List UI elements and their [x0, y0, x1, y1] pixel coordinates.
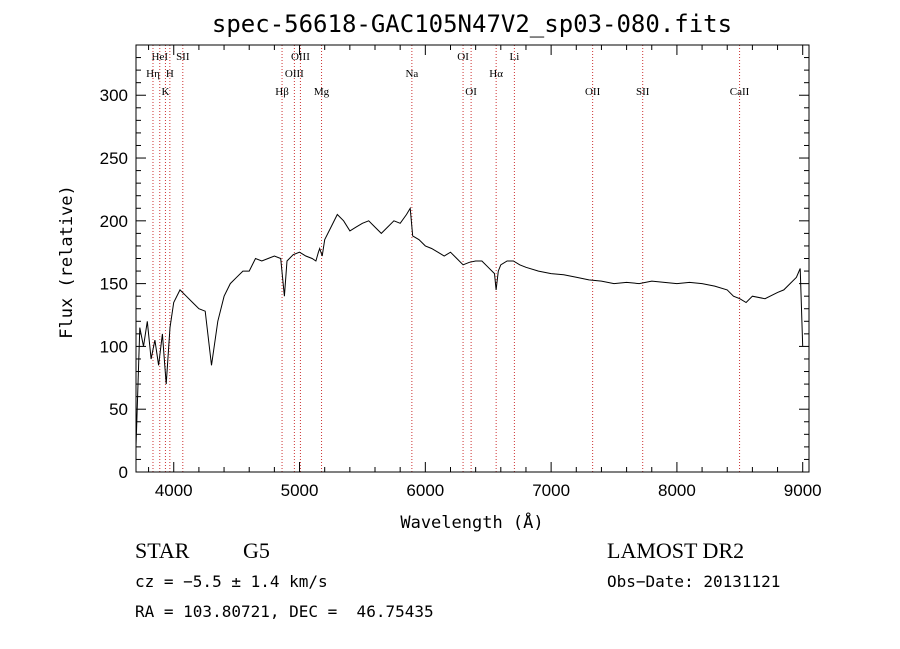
line-label-5: OIII	[291, 51, 310, 63]
y-tick-label: 150	[100, 275, 128, 294]
line-label-14: OII	[585, 86, 601, 98]
plot-frame	[135, 44, 810, 473]
line-label-16: CaII	[730, 86, 750, 98]
line-label-15: SII	[636, 86, 650, 98]
line-label-2: SII	[176, 51, 190, 63]
y-tick-label: 0	[119, 463, 128, 482]
line-label-8: Mg	[314, 86, 330, 98]
object-type: STAR	[135, 538, 190, 563]
x-tick-label: 4000	[155, 481, 193, 500]
x-tick-label: 6000	[406, 481, 444, 500]
y-tick-label: 100	[100, 337, 128, 356]
x-tick-label: 5000	[281, 481, 319, 500]
line-label-7: Hβ	[275, 86, 289, 98]
y-tick-label: 200	[100, 212, 128, 231]
line-label-6: OIII	[285, 68, 304, 80]
y-tick-label: 50	[109, 400, 128, 419]
observation-date: Obs−Date: 20131121	[607, 572, 781, 591]
ra-dec-coordinates: RA = 103.80721, DEC = 46.75435	[135, 602, 434, 621]
redshift-cz: cz = −5.5 ± 1.4 km/s	[135, 572, 328, 591]
y-axis-label: Flux (relative)	[57, 185, 77, 339]
x-tick-label: 8000	[658, 481, 696, 500]
y-tick-label: 250	[100, 149, 128, 168]
line-label-4: K	[161, 86, 169, 98]
y-tick-label: 300	[100, 86, 128, 105]
line-label-3: H	[166, 68, 174, 80]
line-label-0: HeI	[152, 51, 169, 63]
line-label-13: OI	[465, 86, 477, 98]
x-axis-label: Wavelength (Å)	[400, 511, 543, 533]
line-label-11: Na	[405, 68, 418, 80]
x-tick-label: 7000	[532, 481, 570, 500]
survey-label: LAMOST DR2	[607, 538, 745, 563]
x-tick-label: 9000	[784, 481, 822, 500]
line-label-10: Li	[509, 51, 519, 63]
object-class: G5	[243, 538, 270, 563]
line-label-1: Hη	[146, 68, 160, 80]
spectrum-line	[135, 206, 804, 447]
chart-title: spec-56618-GAC105N47V2_sp03-080.fits	[212, 10, 732, 38]
line-label-9: OI	[457, 51, 469, 63]
axis-ticks: 4000 5000 6000 7000 8000 9000 0 50 100 150 200 250 3…	[100, 45, 822, 500]
line-label-12: Hα	[489, 68, 503, 80]
